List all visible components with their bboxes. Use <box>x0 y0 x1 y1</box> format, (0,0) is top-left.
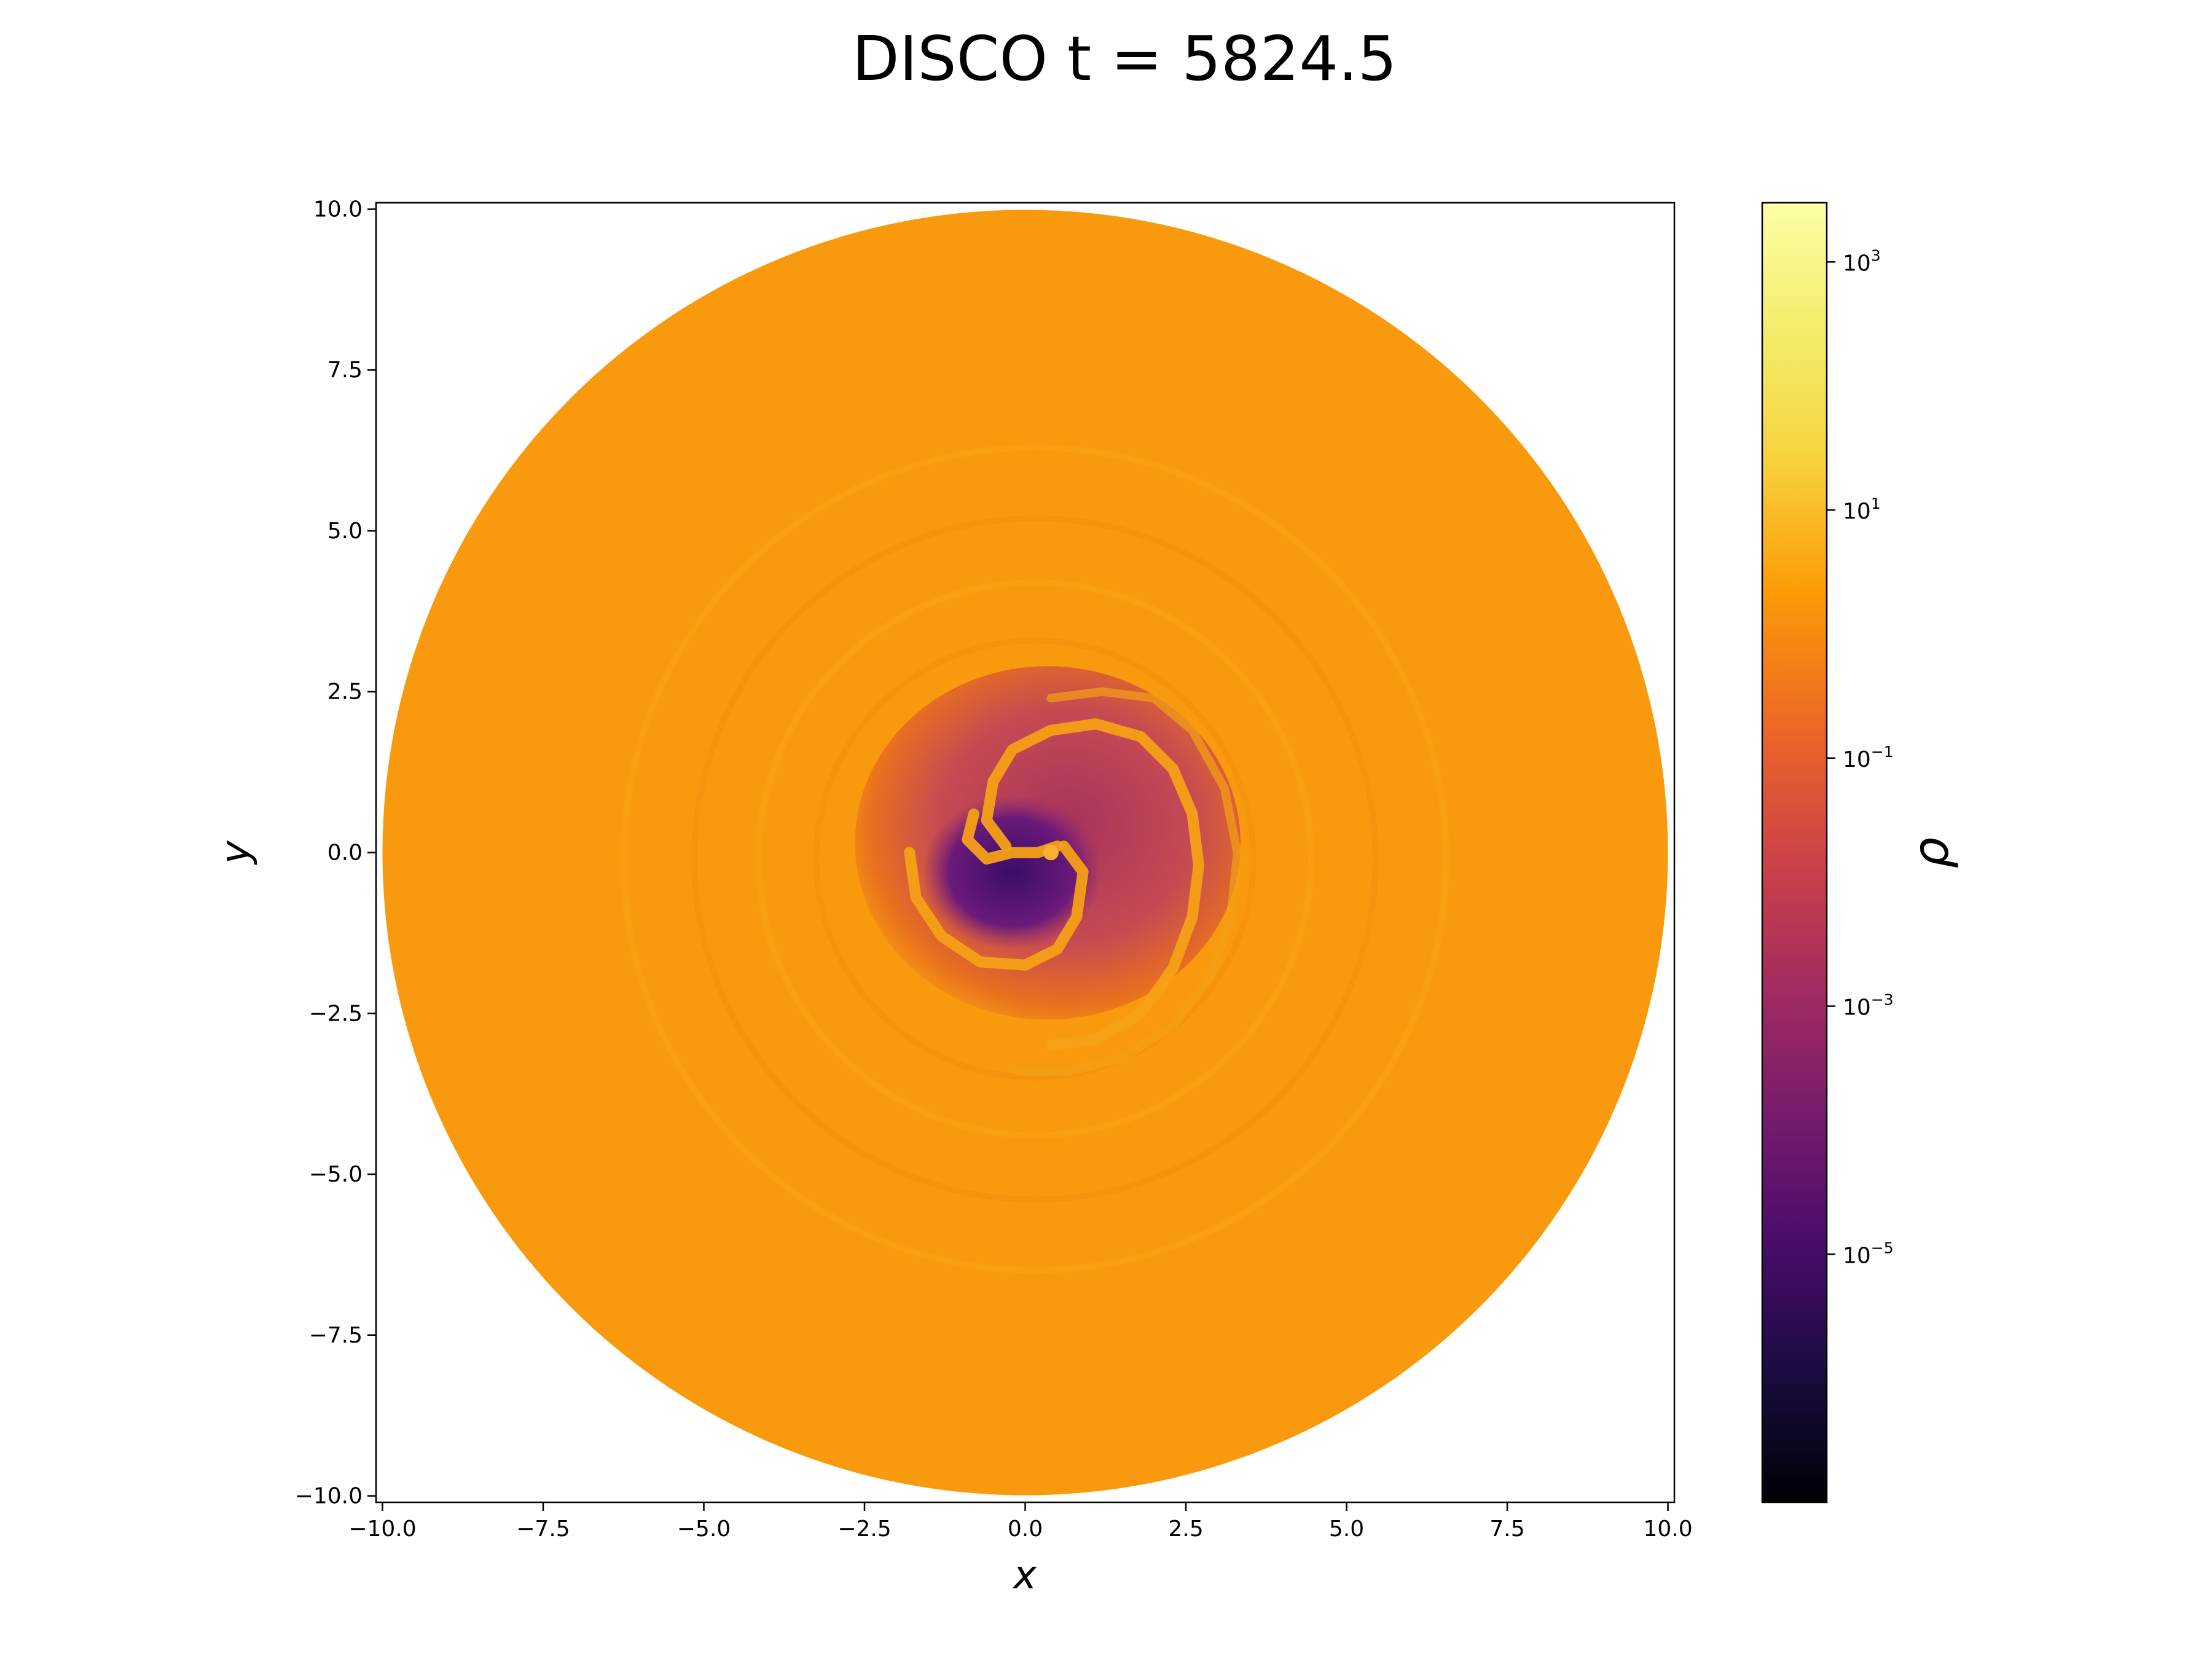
x-tick-label: −10.0 <box>348 1516 416 1542</box>
x-tick-label: 10.0 <box>1643 1516 1692 1542</box>
y-tick-label: 7.5 <box>327 358 363 383</box>
x-tick-label: −2.5 <box>837 1516 891 1542</box>
spiral-stream <box>981 718 1204 1051</box>
spiral-stream <box>1014 687 1242 1076</box>
x-tick-label: 2.5 <box>1168 1516 1203 1542</box>
y-axis-label: y <box>213 840 259 865</box>
x-tick-label: −7.5 <box>516 1516 570 1542</box>
y-tick-label: −2.5 <box>309 1001 363 1026</box>
density-ring <box>755 579 1314 1139</box>
density-ring <box>813 637 1257 1081</box>
chart-title: DISCO t = 5824.5 <box>852 23 1397 95</box>
x-tick-label: 7.5 <box>1489 1516 1524 1542</box>
y-tick-label: 2.5 <box>327 680 363 705</box>
colorbar-tick-label: 10−3 <box>1843 991 1894 1021</box>
y-tick-label: 10.0 <box>313 197 363 222</box>
y-tick-label: 0.0 <box>327 841 363 866</box>
density-ring <box>691 515 1379 1203</box>
x-tick-label: 5.0 <box>1329 1516 1364 1542</box>
y-tick-label: −10.0 <box>295 1484 363 1509</box>
colorbar: 103 101 10−1 10−3 10−5 ρ <box>1761 202 1959 1504</box>
x-tick-label: 0.0 <box>1008 1516 1043 1542</box>
colorbar-gradient <box>1761 202 1828 1504</box>
y-tick-label: −7.5 <box>309 1323 363 1348</box>
x-axis-label: x <box>1012 1553 1037 1598</box>
y-tick-label: −5.0 <box>309 1162 363 1187</box>
spiral-stream <box>904 841 1089 971</box>
colorbar-tick-label: 103 <box>1843 246 1881 276</box>
colorbar-tick-label: 10−5 <box>1843 1239 1894 1268</box>
x-axis-ticks: −10.0 −7.5 −5.0 −2.5 0.0 2.5 5.0 7.5 10.0 <box>348 1502 1693 1542</box>
x-tick-label: −5.0 <box>677 1516 731 1542</box>
y-axis-ticks: −10.0 −7.5 −5.0 −2.5 0.0 2.5 5.0 7.5 10.0 <box>295 197 376 1509</box>
colorbar-ticks: 103 101 10−1 10−3 10−5 <box>1827 246 1894 1268</box>
colorbar-label: ρ <box>1902 837 1959 869</box>
density-ring <box>620 444 1449 1274</box>
plot-area <box>375 202 1676 1504</box>
colorbar-tick-label: 10−1 <box>1843 743 1894 772</box>
y-tick-label: 5.0 <box>327 519 363 544</box>
spiral-stream <box>962 808 1063 865</box>
colorbar-tick-label: 101 <box>1843 495 1881 524</box>
binary-component <box>1043 844 1059 861</box>
